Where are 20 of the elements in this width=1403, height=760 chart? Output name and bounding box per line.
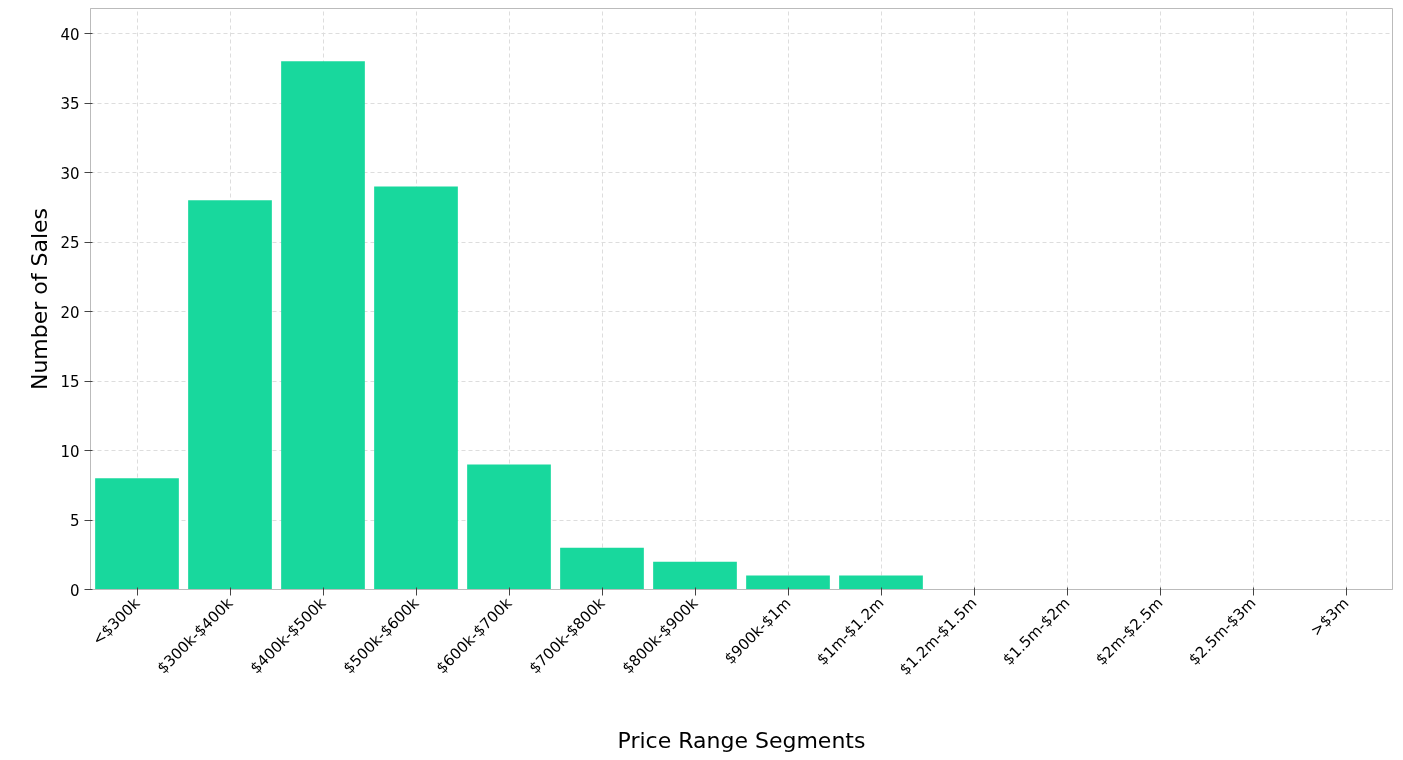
y-tick-label: 25 xyxy=(60,234,80,253)
bar xyxy=(281,61,365,590)
y-tick-label: 20 xyxy=(60,303,80,322)
bar xyxy=(188,200,272,590)
y-tick-label: 0 xyxy=(69,581,80,600)
y-tick-label: 10 xyxy=(60,442,80,461)
y-tick-label: 35 xyxy=(60,95,80,114)
bar xyxy=(653,561,737,590)
x-axis-title: Price Range Segments xyxy=(617,727,866,753)
y-tick-label: 40 xyxy=(60,25,80,44)
bar xyxy=(467,464,551,590)
y-tick-label: 5 xyxy=(69,512,80,530)
bar xyxy=(95,478,179,590)
y-axis-title: Number of Sales xyxy=(27,207,53,391)
bar xyxy=(839,575,923,590)
bar xyxy=(560,547,644,590)
bar xyxy=(746,575,830,590)
y-tick-label: 15 xyxy=(60,373,80,392)
y-tick-label: 30 xyxy=(60,164,80,183)
bar xyxy=(374,186,458,590)
